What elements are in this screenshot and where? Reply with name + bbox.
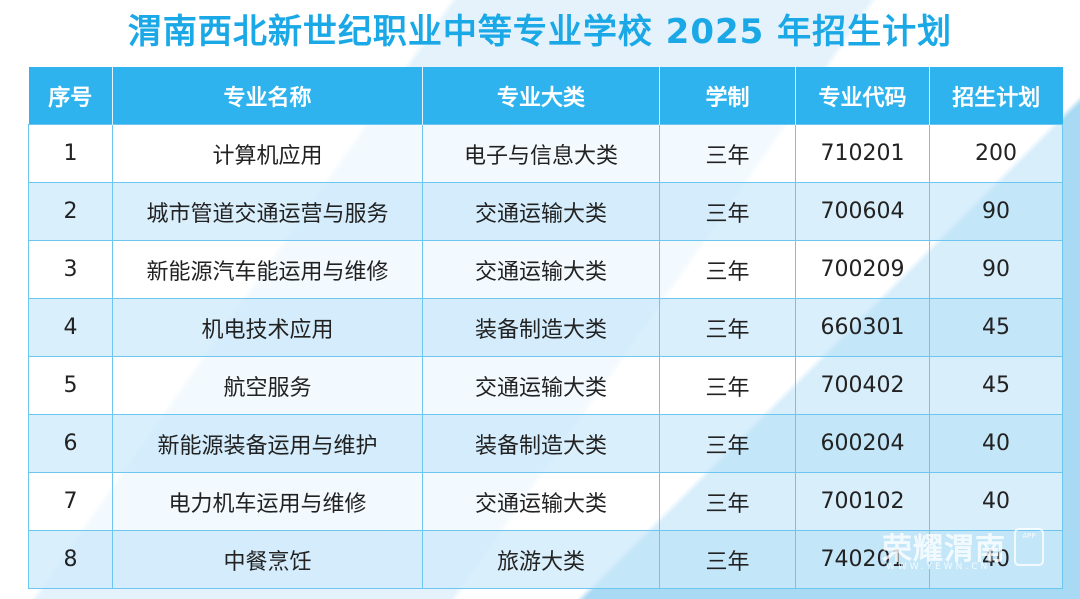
cell-major-name: 计算机应用 [112, 124, 423, 183]
cell-index: 1 [28, 124, 113, 183]
cell-major-name: 城市管道交通运营与服务 [112, 182, 423, 241]
cell-major-name: 中餐烹饪 [112, 530, 423, 589]
cell-duration: 三年 [659, 240, 796, 299]
cell-duration: 三年 [659, 472, 796, 531]
cell-duration: 三年 [659, 182, 796, 241]
cell-major-category: 交通运输大类 [422, 472, 660, 531]
enrollment-plan-table: 序号 专业名称 专业大类 学制 专业代码 招生计划 1 计算机应用 电子与信息大… [28, 67, 1063, 589]
cell-major-category: 交通运输大类 [422, 240, 660, 299]
header-major-code: 专业代码 [795, 67, 930, 125]
cell-major-category: 装备制造大类 [422, 298, 660, 357]
cell-enrollment-quota: 200 [929, 124, 1063, 183]
table-row: 6 新能源装备运用与维护 装备制造大类 三年 600204 40 [28, 414, 1063, 473]
cell-enrollment-quota: 40 [929, 414, 1063, 473]
table-row: 5 航空服务 交通运输大类 三年 700402 45 [28, 356, 1063, 415]
cell-major-category: 旅游大类 [422, 530, 660, 589]
table-row: 1 计算机应用 电子与信息大类 三年 710201 200 [28, 124, 1063, 183]
table-row: 8 中餐烹饪 旅游大类 三年 740201 40 [28, 530, 1063, 589]
cell-major-category: 电子与信息大类 [422, 124, 660, 183]
header-duration: 学制 [659, 67, 796, 125]
cell-enrollment-quota: 90 [929, 182, 1063, 241]
cell-enrollment-quota: 40 [929, 472, 1063, 531]
cell-major-code: 700402 [795, 356, 930, 415]
cell-duration: 三年 [659, 414, 796, 473]
cell-index: 6 [28, 414, 113, 473]
header-index: 序号 [28, 67, 113, 125]
page-title: 渭南西北新世纪职业中等专业学校 2025 年招生计划 [127, 12, 953, 52]
cell-duration: 三年 [659, 298, 796, 357]
cell-major-code: 660301 [795, 298, 930, 357]
cell-major-name: 航空服务 [112, 356, 423, 415]
cell-duration: 三年 [659, 530, 796, 589]
table-row: 4 机电技术应用 装备制造大类 三年 660301 45 [28, 298, 1063, 357]
table-header-row: 序号 专业名称 专业大类 学制 专业代码 招生计划 [28, 67, 1063, 125]
cell-enrollment-quota: 40 [929, 530, 1063, 589]
cell-major-category: 装备制造大类 [422, 414, 660, 473]
cell-major-category: 交通运输大类 [422, 182, 660, 241]
cell-major-name: 机电技术应用 [112, 298, 423, 357]
cell-index: 8 [28, 530, 113, 589]
header-major-name: 专业名称 [112, 67, 423, 125]
cell-major-code: 700102 [795, 472, 930, 531]
cell-major-code: 700604 [795, 182, 930, 241]
cell-major-category: 交通运输大类 [422, 356, 660, 415]
cell-duration: 三年 [659, 124, 796, 183]
cell-duration: 三年 [659, 356, 796, 415]
header-major-category: 专业大类 [422, 67, 660, 125]
cell-index: 7 [28, 472, 113, 531]
cell-major-code: 700209 [795, 240, 930, 299]
cell-major-name: 电力机车运用与维修 [112, 472, 423, 531]
cell-index: 4 [28, 298, 113, 357]
cell-major-name: 新能源装备运用与维护 [112, 414, 423, 473]
cell-enrollment-quota: 90 [929, 240, 1063, 299]
header-enrollment-quota: 招生计划 [929, 67, 1063, 125]
table-row: 2 城市管道交通运营与服务 交通运输大类 三年 700604 90 [28, 182, 1063, 241]
cell-index: 5 [28, 356, 113, 415]
cell-major-code: 600204 [795, 414, 930, 473]
cell-index: 3 [28, 240, 113, 299]
cell-enrollment-quota: 45 [929, 298, 1063, 357]
cell-major-code: 740201 [795, 530, 930, 589]
cell-major-name: 新能源汽车能运用与维修 [112, 240, 423, 299]
cell-major-code: 710201 [795, 124, 930, 183]
cell-index: 2 [28, 182, 113, 241]
cell-enrollment-quota: 45 [929, 356, 1063, 415]
table-row: 3 新能源汽车能运用与维修 交通运输大类 三年 700209 90 [28, 240, 1063, 299]
table-row: 7 电力机车运用与维修 交通运输大类 三年 700102 40 [28, 472, 1063, 531]
